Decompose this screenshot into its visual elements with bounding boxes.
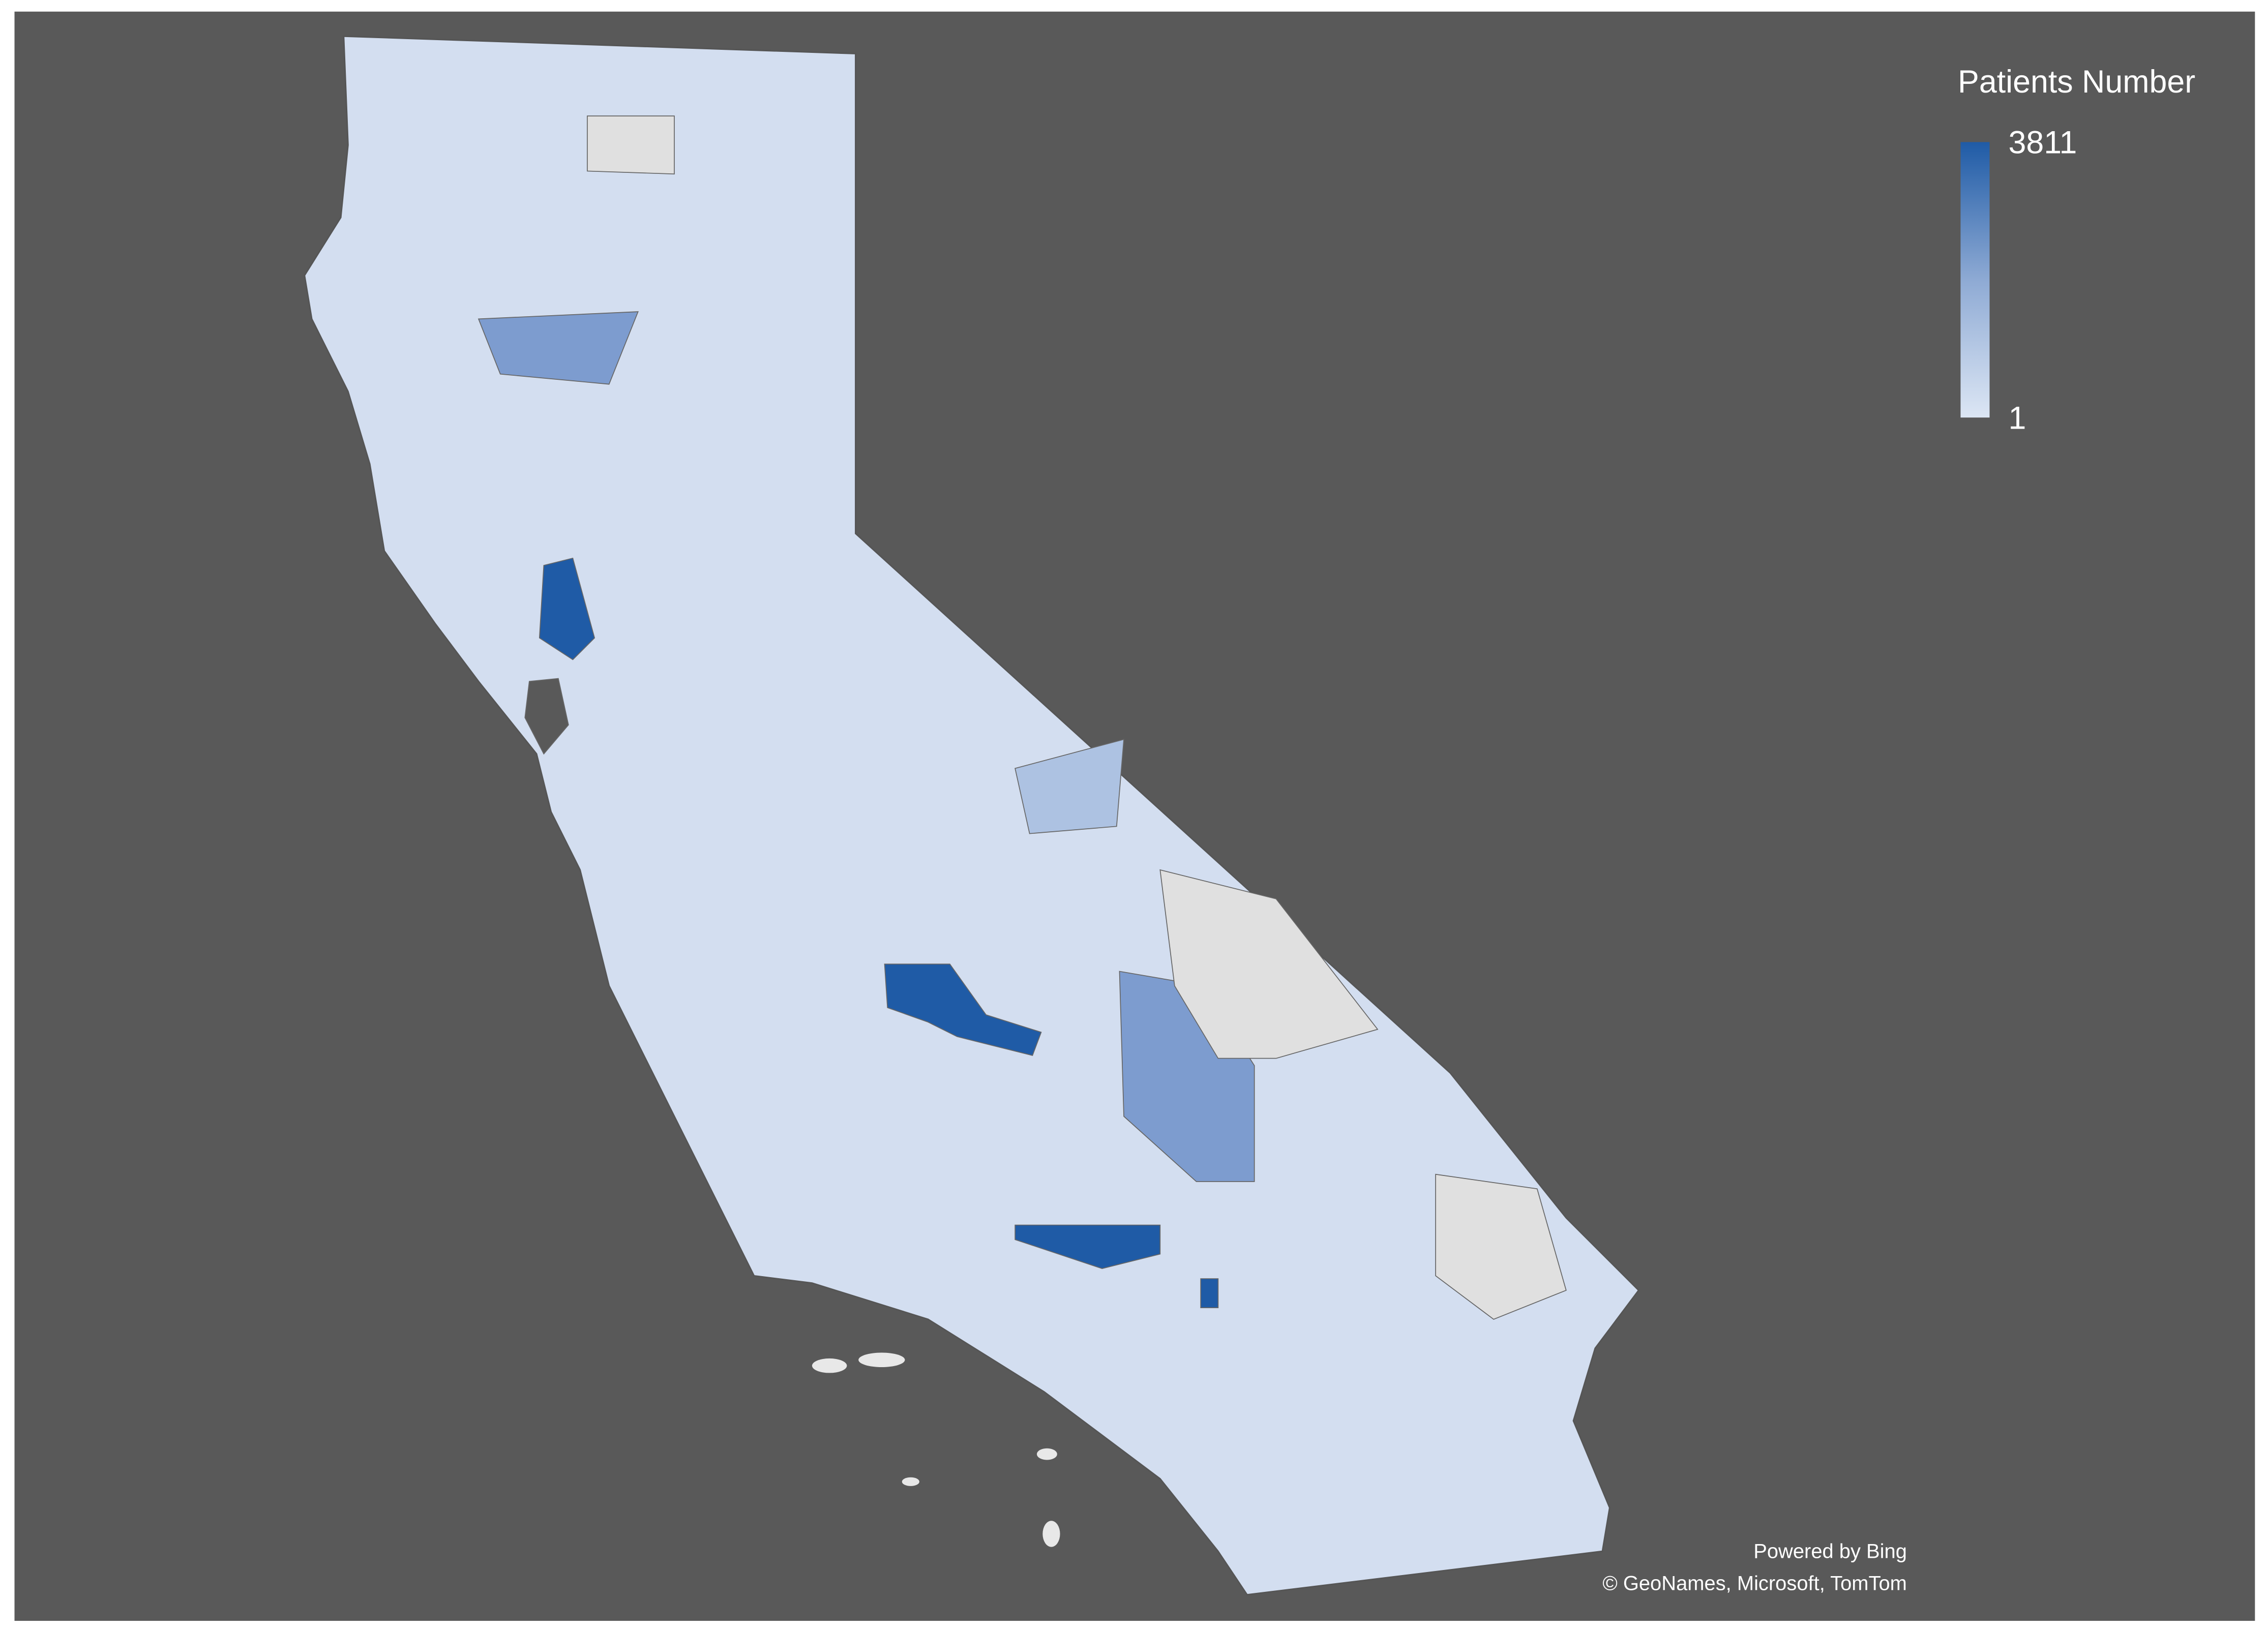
region-shading bbox=[478, 115, 1567, 1320]
legend-title: Patients Number bbox=[1958, 64, 2195, 100]
legend-min-label: 1 bbox=[2009, 401, 2026, 436]
attribution: Powered by Bing bbox=[1753, 1541, 1907, 1563]
attribution: © GeoNames, Microsoft, TomTom bbox=[1602, 1572, 1907, 1594]
legend-max-label: 3811 bbox=[2009, 125, 2077, 161]
legend-colorbar bbox=[1960, 142, 1990, 418]
islands bbox=[812, 1352, 1060, 1547]
state-outline bbox=[304, 35, 1640, 1596]
